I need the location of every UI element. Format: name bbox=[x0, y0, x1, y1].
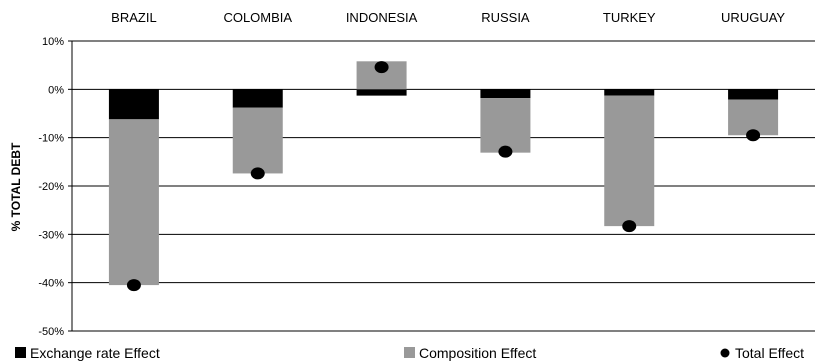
bar-colombia-composition-effect bbox=[232, 107, 283, 174]
category-label-russia: RUSSIA bbox=[481, 10, 530, 25]
legend-label-composition-effect: Composition Effect bbox=[419, 345, 536, 361]
category-label-brazil: BRAZIL bbox=[111, 10, 157, 25]
category-label-indonesia: INDONESIA bbox=[346, 10, 418, 25]
y-tick-label-1: 0% bbox=[48, 84, 64, 96]
category-label-colombia: COLOMBIA bbox=[223, 10, 292, 25]
y-tick-label-3: -20% bbox=[38, 181, 64, 193]
total-effect-marker-brazil bbox=[126, 279, 141, 292]
y-tick-label-6: -50% bbox=[38, 326, 64, 338]
total-effect-marker-indonesia bbox=[374, 61, 389, 74]
bar-brazil-composition-effect bbox=[108, 119, 159, 286]
bar-colombia-exchange-rate-effect bbox=[232, 89, 283, 108]
legend-label-total-effect: Total Effect bbox=[735, 345, 804, 361]
y-tick-label-2: -10% bbox=[38, 133, 64, 145]
y-axis-title: % TOTAL DEBT bbox=[9, 142, 23, 231]
category-label-uruguay: URUGUAY bbox=[721, 10, 785, 25]
bar-turkey-composition-effect bbox=[604, 95, 655, 227]
y-tick-label-0: 10% bbox=[42, 36, 64, 48]
total-effect-marker-uruguay bbox=[746, 129, 761, 142]
bar-turkey-exchange-rate-effect bbox=[604, 89, 655, 96]
category-labels: BRAZIL COLOMBIA INDONESIA RUSSIA TURKEY URUGU… bbox=[111, 10, 785, 25]
legend: Exchange rate Effect Composition Effect To… bbox=[15, 345, 804, 361]
total-effect-markers bbox=[126, 61, 761, 292]
y-tick-label-4: -30% bbox=[38, 229, 64, 241]
category-label-turkey: TURKEY bbox=[603, 10, 656, 25]
total-effect-marker-russia bbox=[498, 145, 513, 158]
y-tick-label-5: -40% bbox=[38, 278, 64, 290]
legend-swatch-composition-effect bbox=[404, 347, 415, 358]
legend-swatch-total-effect bbox=[720, 348, 730, 358]
bar-uruguay-exchange-rate-effect bbox=[728, 89, 779, 100]
legend-swatch-exchange-rate-effect bbox=[15, 347, 26, 358]
bar-indonesia-exchange-rate-effect bbox=[356, 89, 407, 96]
bars bbox=[108, 61, 779, 286]
bar-brazil-exchange-rate-effect bbox=[108, 89, 159, 120]
legend-label-exchange-rate-effect: Exchange rate Effect bbox=[30, 345, 160, 361]
y-tick-labels: 10% 0% -10% -20% -30% -40% -50% bbox=[38, 36, 64, 338]
total-effect-marker-turkey bbox=[622, 220, 637, 233]
bar-russia-exchange-rate-effect bbox=[480, 89, 531, 99]
bar-russia-composition-effect bbox=[480, 98, 531, 153]
axes bbox=[68, 40, 815, 332]
total-effect-marker-colombia bbox=[250, 167, 265, 180]
gridlines bbox=[72, 40, 815, 284]
